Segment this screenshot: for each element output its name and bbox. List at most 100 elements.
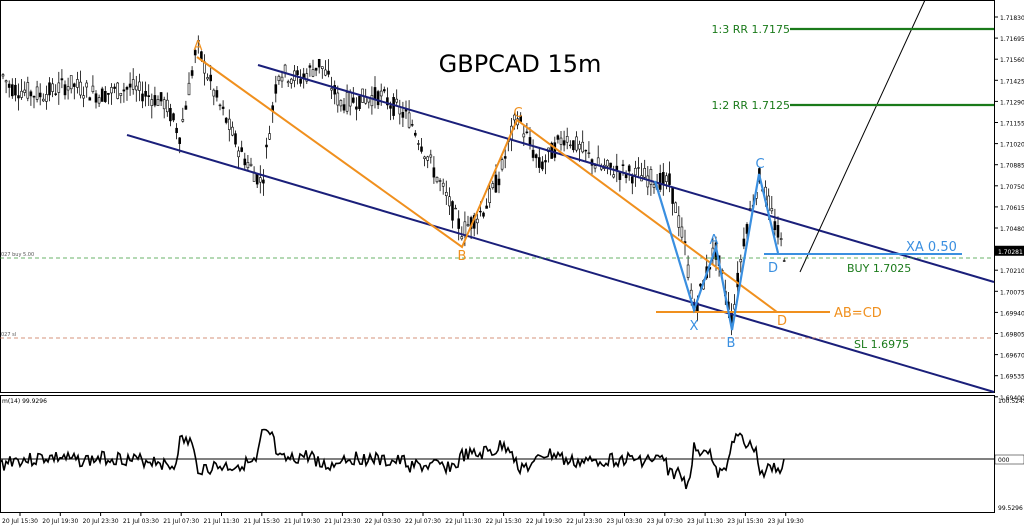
price-axis: 1.71830 1.71695 1.71560 1.71425 1.71290 1.711… [994, 15, 1024, 402]
candle-body [339, 100, 343, 107]
candle-body [187, 82, 191, 96]
candle-body [739, 258, 743, 263]
candle-body [317, 58, 321, 68]
candle-body [410, 124, 414, 126]
candle-body [82, 95, 85, 99]
oscillator-zero-label: 000 [998, 457, 1010, 464]
candle-body [448, 196, 451, 207]
candle-body [643, 168, 647, 178]
candle-body [438, 180, 442, 182]
candle-body [296, 70, 299, 76]
candle-body [1, 74, 5, 77]
price-tick-label: 1.69670 [1000, 353, 1024, 360]
time-tick-label: 20 Jul 19:30 [42, 518, 78, 525]
candle-body [221, 106, 225, 109]
time-tick-label: 23 Jul 11:30 [687, 518, 723, 525]
price-tick-label: 1.69805 [1000, 332, 1024, 339]
price-tick-label: 1.71560 [1000, 57, 1024, 64]
candle-body [417, 143, 420, 145]
candle-body [277, 75, 281, 82]
candle-body [736, 272, 740, 288]
orange-point-label: D [777, 314, 787, 329]
candle-body [460, 236, 464, 240]
candle-body [379, 90, 383, 97]
candle-body [224, 117, 228, 123]
candle-body [212, 89, 216, 97]
candle-body [528, 137, 532, 145]
candle-body [485, 205, 488, 209]
candle-body [544, 160, 547, 163]
candle-body [311, 69, 315, 77]
candle-body [426, 156, 430, 161]
candle-body [376, 91, 380, 106]
candle-body [100, 88, 104, 102]
candle-body [457, 218, 461, 229]
candle-body [125, 87, 129, 90]
candle-body [206, 77, 209, 80]
candle-body [91, 85, 95, 93]
candle-body [333, 85, 337, 95]
candle-body [463, 221, 467, 237]
candle-body [773, 221, 777, 231]
xa-retrace-label: XA 0.50 [906, 240, 957, 255]
candle-body [454, 207, 457, 210]
candle-body [17, 95, 20, 99]
candle-body [382, 89, 386, 92]
candle-body [342, 104, 346, 111]
candle-body [150, 99, 154, 106]
candle-body [172, 113, 175, 121]
candle-body [305, 73, 309, 82]
candle-body [255, 173, 259, 185]
candle-body [776, 225, 780, 238]
candle-body [665, 175, 668, 182]
candle-body [429, 154, 433, 158]
current-price-label: 1.70281 [998, 249, 1023, 256]
price-tick-label: 1.70480 [1000, 226, 1024, 233]
oscillator-top-label: 100.5245 [998, 398, 1024, 405]
candle-body [420, 146, 423, 152]
orange-point-label: C [513, 106, 522, 121]
price-tick-label: 1.71020 [1000, 142, 1024, 149]
price-tick-label: 1.71695 [1000, 36, 1024, 43]
candle-body [138, 81, 141, 91]
price-tick-label: 1.71425 [1000, 78, 1024, 85]
candle-body [568, 144, 572, 147]
candle-body [345, 92, 349, 112]
candle-body [268, 133, 271, 140]
candle-body [531, 149, 535, 158]
candle-body [556, 135, 560, 140]
candle-body [54, 93, 58, 95]
candle-body [565, 136, 569, 143]
candle-body [661, 172, 665, 185]
candle-body [581, 141, 585, 153]
candle-body [497, 178, 501, 186]
candle-body [668, 173, 671, 185]
orange-abcd-line [196, 56, 778, 313]
candle-body [680, 226, 684, 238]
candle-body [479, 210, 482, 213]
price-tick-label: 1.70750 [1000, 184, 1024, 191]
candle-body [175, 127, 178, 134]
candle-body [537, 157, 541, 168]
price-tick-label: 1.70210 [1000, 268, 1024, 275]
time-tick-label: 23 Jul 19:30 [768, 518, 804, 525]
price-tick-label: 1.70075 [1000, 289, 1024, 296]
candle-body [116, 82, 119, 99]
candle-body [308, 65, 312, 68]
candle-body [131, 79, 135, 90]
candle-body [122, 89, 126, 92]
candle-body [745, 224, 749, 234]
candle-body [258, 177, 262, 183]
candle-body [451, 201, 454, 221]
candle-body [190, 70, 194, 76]
candle-body [209, 74, 212, 82]
rr3-level-label: 1:3 RR 1.7175 [712, 23, 790, 36]
candle-body [60, 78, 64, 81]
chart-title: GBPCAD 15m [439, 50, 602, 78]
oscillator-label: m(14) 99.9296 [2, 398, 47, 405]
candle-body [314, 67, 318, 71]
candle-body [355, 106, 358, 110]
oscillator: m(14) 99.9296 100.5245 000 99.5296 [0, 398, 1024, 512]
